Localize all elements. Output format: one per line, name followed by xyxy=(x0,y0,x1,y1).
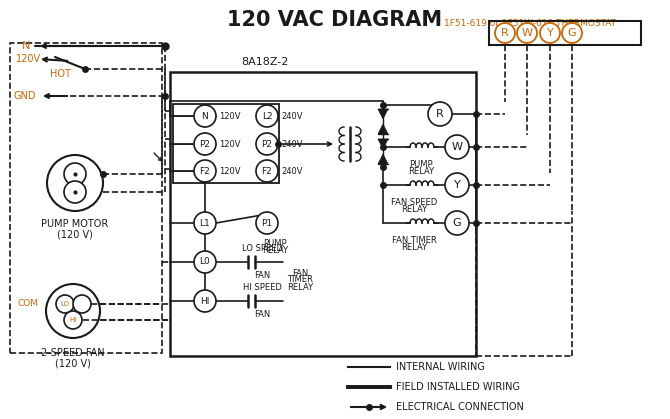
Circle shape xyxy=(562,23,582,43)
Circle shape xyxy=(46,284,100,338)
Text: 8A18Z-2: 8A18Z-2 xyxy=(241,57,289,67)
Text: (120 V): (120 V) xyxy=(55,358,91,368)
Bar xyxy=(489,21,641,45)
Text: LO: LO xyxy=(60,301,70,307)
Text: W: W xyxy=(452,142,462,152)
Text: HOT: HOT xyxy=(50,69,70,79)
Text: 120V: 120V xyxy=(219,140,241,148)
Polygon shape xyxy=(378,139,388,149)
Text: PUMP: PUMP xyxy=(263,239,287,248)
Text: R: R xyxy=(436,109,444,119)
Text: G: G xyxy=(453,218,462,228)
Text: HI: HI xyxy=(200,297,210,305)
Text: P2: P2 xyxy=(261,140,273,148)
Bar xyxy=(170,72,476,356)
Circle shape xyxy=(495,23,515,43)
Circle shape xyxy=(194,133,216,155)
Text: PUMP MOTOR: PUMP MOTOR xyxy=(42,219,109,229)
Text: 1F51-619 or 1F51W-619 THERMOSTAT: 1F51-619 or 1F51W-619 THERMOSTAT xyxy=(444,19,616,28)
Circle shape xyxy=(428,102,452,126)
Text: 240V: 240V xyxy=(281,140,302,148)
Text: L1: L1 xyxy=(200,218,210,228)
Text: L0: L0 xyxy=(200,258,210,266)
Circle shape xyxy=(194,160,216,182)
Text: 120V: 120V xyxy=(219,166,241,176)
Circle shape xyxy=(540,23,560,43)
Text: 240V: 240V xyxy=(281,111,302,121)
Text: FIELD INSTALLED WIRING: FIELD INSTALLED WIRING xyxy=(396,382,520,392)
Text: 120V: 120V xyxy=(16,54,41,64)
Text: Y: Y xyxy=(454,180,460,190)
Text: FAN: FAN xyxy=(254,271,270,280)
Text: Y: Y xyxy=(547,28,553,38)
Text: W: W xyxy=(521,28,533,38)
Text: N: N xyxy=(202,111,208,121)
Text: RELAY: RELAY xyxy=(401,243,427,252)
Text: RELAY: RELAY xyxy=(262,246,288,255)
Text: L2: L2 xyxy=(262,111,272,121)
Text: ELECTRICAL CONNECTION: ELECTRICAL CONNECTION xyxy=(396,402,524,412)
Text: HI: HI xyxy=(70,317,76,323)
Polygon shape xyxy=(378,109,388,119)
Polygon shape xyxy=(378,154,388,164)
Text: RELAY: RELAY xyxy=(408,167,434,176)
Text: FAN TIMER: FAN TIMER xyxy=(392,236,436,245)
Circle shape xyxy=(256,105,278,127)
Text: R: R xyxy=(501,28,509,38)
Text: 120 VAC DIAGRAM: 120 VAC DIAGRAM xyxy=(227,10,443,30)
Text: RELAY: RELAY xyxy=(401,205,427,214)
Text: INTERNAL WIRING: INTERNAL WIRING xyxy=(396,362,485,372)
Text: (120 V): (120 V) xyxy=(57,229,93,239)
Circle shape xyxy=(517,23,537,43)
Circle shape xyxy=(73,295,91,313)
Text: N: N xyxy=(22,41,30,51)
Text: 2-SPEED FAN: 2-SPEED FAN xyxy=(41,348,105,358)
Text: F2: F2 xyxy=(200,166,210,176)
Bar xyxy=(173,104,279,183)
Circle shape xyxy=(194,212,216,234)
Text: G: G xyxy=(567,28,576,38)
Circle shape xyxy=(445,173,469,197)
Text: HI SPEED: HI SPEED xyxy=(243,283,281,292)
Text: F2: F2 xyxy=(261,166,273,176)
Circle shape xyxy=(194,251,216,273)
Circle shape xyxy=(64,163,86,185)
Text: 240V: 240V xyxy=(281,166,302,176)
Text: 120V: 120V xyxy=(219,111,241,121)
Text: COM: COM xyxy=(17,300,38,308)
Text: LO SPEED: LO SPEED xyxy=(241,244,283,253)
Circle shape xyxy=(47,155,103,211)
Text: P1: P1 xyxy=(261,218,273,228)
Circle shape xyxy=(64,311,82,329)
Text: RELAY: RELAY xyxy=(287,282,313,292)
Text: FAN: FAN xyxy=(254,310,270,319)
Text: FAN: FAN xyxy=(292,269,308,277)
Circle shape xyxy=(256,133,278,155)
Circle shape xyxy=(445,211,469,235)
Text: TIMER: TIMER xyxy=(287,276,313,285)
Circle shape xyxy=(64,181,86,203)
Circle shape xyxy=(256,160,278,182)
Text: GND: GND xyxy=(14,91,36,101)
Text: PUMP: PUMP xyxy=(409,160,433,169)
Circle shape xyxy=(56,295,74,313)
Circle shape xyxy=(194,290,216,312)
Circle shape xyxy=(445,135,469,159)
Circle shape xyxy=(256,212,278,234)
Circle shape xyxy=(194,105,216,127)
Text: P2: P2 xyxy=(200,140,210,148)
Text: FAN SPEED: FAN SPEED xyxy=(391,198,437,207)
Polygon shape xyxy=(378,124,388,134)
Bar xyxy=(10,43,162,353)
